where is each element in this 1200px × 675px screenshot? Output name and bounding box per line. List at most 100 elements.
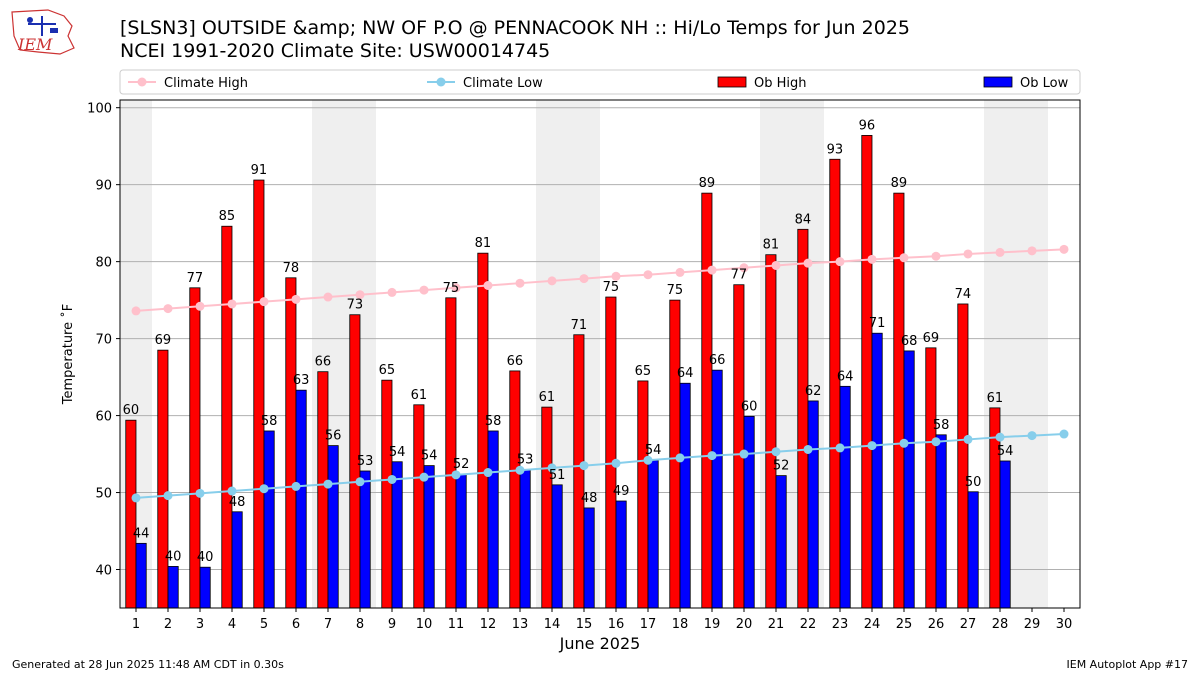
climate-high-point bbox=[131, 306, 141, 316]
footer-generated-text: Generated at 28 Jun 2025 11:48 AM CDT in… bbox=[12, 658, 284, 671]
climate-high-line bbox=[135, 248, 1065, 312]
climate-high-point bbox=[515, 278, 525, 288]
climate-high-point bbox=[419, 285, 429, 295]
legend-box bbox=[119, 69, 1081, 95]
ob-high-label: 81 bbox=[475, 236, 492, 251]
ob-low-bar bbox=[935, 434, 947, 609]
ob-high-label: 60 bbox=[123, 403, 140, 418]
climate-low-point bbox=[707, 451, 717, 461]
climate-low-point bbox=[867, 441, 877, 451]
ob-low-label: 53 bbox=[357, 454, 374, 469]
ob-high-label: 69 bbox=[923, 331, 940, 346]
climate-high-point bbox=[867, 254, 877, 264]
ob-low-label: 56 bbox=[325, 429, 342, 444]
ob-high-label: 89 bbox=[699, 176, 716, 191]
ob-low-bar bbox=[455, 473, 467, 609]
climate-low-point bbox=[995, 432, 1005, 442]
climate-low-point bbox=[419, 472, 429, 482]
ob-low-label: 64 bbox=[677, 366, 694, 381]
ob-high-label: 77 bbox=[187, 271, 204, 286]
ob-low-label: 58 bbox=[261, 414, 278, 429]
climate-low-point bbox=[643, 455, 653, 465]
climate-high-point bbox=[835, 257, 845, 267]
ob-high-label: 61 bbox=[987, 391, 1004, 406]
x-tick-label: 7 bbox=[324, 617, 332, 632]
ob-high-label: 65 bbox=[635, 364, 652, 379]
climate-high-point bbox=[899, 253, 909, 263]
ob-low-label: 50 bbox=[965, 475, 982, 490]
climate-high-point bbox=[1059, 244, 1069, 254]
climate-high-point bbox=[803, 258, 813, 268]
ob-low-bar bbox=[839, 385, 851, 609]
y-tick-label: 50 bbox=[95, 487, 112, 502]
x-tick-label: 13 bbox=[512, 617, 529, 632]
x-tick-label: 5 bbox=[260, 617, 268, 632]
ob-low-bar bbox=[871, 332, 883, 609]
ob-low-label: 60 bbox=[741, 399, 758, 414]
ob-high-bar bbox=[157, 349, 169, 609]
y-tick-label: 80 bbox=[95, 256, 112, 271]
climate-low-point bbox=[291, 481, 301, 491]
x-tick-label: 21 bbox=[768, 617, 785, 632]
ob-low-label: 54 bbox=[997, 444, 1014, 459]
y-tick-label: 70 bbox=[95, 333, 112, 348]
x-tick-label: 16 bbox=[608, 617, 625, 632]
x-tick-label: 22 bbox=[800, 617, 817, 632]
ob-high-label: 74 bbox=[955, 287, 972, 302]
ob-high-label: 66 bbox=[507, 354, 524, 369]
x-tick-label: 24 bbox=[864, 617, 881, 632]
climate-low-point bbox=[611, 458, 621, 468]
climate-high-point bbox=[195, 301, 205, 311]
x-tick-label: 11 bbox=[448, 617, 465, 632]
climate-low-point bbox=[483, 468, 493, 478]
ob-low-label: 40 bbox=[197, 550, 214, 565]
climate-low-point bbox=[227, 486, 237, 496]
ob-high-label: 77 bbox=[731, 268, 748, 283]
x-tick-label: 8 bbox=[356, 617, 364, 632]
ob-low-label: 52 bbox=[773, 459, 790, 474]
x-tick-label: 6 bbox=[292, 617, 300, 632]
ob-low-label: 52 bbox=[453, 457, 470, 472]
ob-low-label: 58 bbox=[485, 414, 502, 429]
climate-low-point bbox=[579, 461, 589, 471]
ob-low-bar bbox=[967, 491, 979, 609]
climate-low-point bbox=[771, 447, 781, 457]
climate-low-point bbox=[163, 491, 173, 501]
legend-swatch-marker bbox=[137, 77, 147, 87]
climate-low-point bbox=[547, 463, 557, 473]
climate-low-point bbox=[1027, 431, 1037, 441]
ob-high-label: 66 bbox=[315, 355, 332, 370]
ob-low-label: 58 bbox=[933, 418, 950, 433]
ob-high-label: 91 bbox=[251, 163, 268, 178]
climate-low-point bbox=[259, 484, 269, 494]
climate-high-point bbox=[259, 297, 269, 307]
chart-title: [SLSN3] OUTSIDE &amp; NW OF P.O @ PENNAC… bbox=[120, 17, 910, 39]
x-tick-label: 14 bbox=[544, 617, 561, 632]
x-tick-label: 27 bbox=[960, 617, 977, 632]
climate-low-point bbox=[1059, 429, 1069, 439]
x-tick-label: 19 bbox=[704, 617, 721, 632]
climate-low-point bbox=[451, 470, 461, 480]
x-tick-label: 3 bbox=[196, 617, 204, 632]
climate-high-point bbox=[771, 260, 781, 270]
ob-high-label: 61 bbox=[411, 388, 428, 403]
footer-app-text: IEM Autoplot App #17 bbox=[1066, 658, 1189, 671]
ob-high-label: 93 bbox=[827, 142, 844, 157]
climate-high-point bbox=[1027, 246, 1037, 256]
ob-high-bar bbox=[285, 277, 297, 609]
ob-low-bar bbox=[711, 369, 723, 609]
ob-high-bar bbox=[605, 296, 617, 609]
plot-frame bbox=[119, 99, 1081, 609]
y-tick-label: 90 bbox=[95, 179, 112, 194]
climate-high-point bbox=[739, 263, 749, 273]
climate-high-point bbox=[963, 249, 973, 259]
climate-low-point bbox=[675, 453, 685, 463]
ob-low-label: 54 bbox=[421, 449, 438, 464]
ob-low-label: 54 bbox=[645, 443, 662, 458]
ob-low-bar bbox=[295, 389, 307, 609]
climate-low-point bbox=[387, 474, 397, 484]
ob-high-bar bbox=[861, 135, 873, 609]
ob-low-label: 48 bbox=[229, 495, 246, 510]
y-tick-label: 40 bbox=[95, 564, 112, 579]
